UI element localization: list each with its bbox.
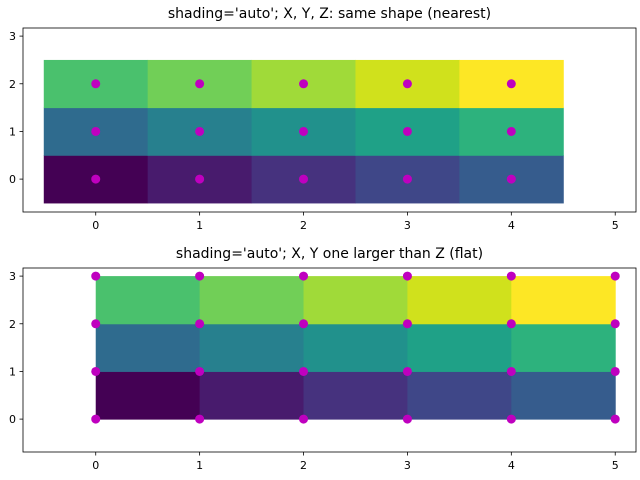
data-point <box>506 319 516 329</box>
data-point <box>610 414 620 424</box>
y-tick-label: 2 <box>9 318 16 331</box>
x-tick-label: 5 <box>612 219 619 232</box>
data-point <box>91 319 101 329</box>
data-point <box>195 319 205 329</box>
mesh-cell <box>303 276 408 325</box>
mesh-cell <box>407 371 512 420</box>
data-point <box>91 414 101 424</box>
axes-1: 0 1 2 3 4 5 0 1 2 3 shading='auto'; X, Y, Z: same … <box>9 6 637 232</box>
y-tick-label: 2 <box>9 78 16 91</box>
mesh-cell <box>199 323 305 372</box>
data-point <box>91 174 101 184</box>
axes-2: 0 1 2 3 4 5 0 1 2 3 shading='auto'; X, Y one large… <box>9 246 637 472</box>
data-point <box>299 366 309 376</box>
mesh-cell <box>95 276 201 325</box>
y-tick-label: 0 <box>9 413 16 426</box>
data-point <box>506 174 516 184</box>
mesh-cell <box>95 323 201 372</box>
mesh-cell <box>95 371 201 420</box>
y-tick-label: 3 <box>9 270 16 283</box>
data-point <box>195 126 205 136</box>
data-point <box>91 126 101 136</box>
data-point <box>91 271 101 281</box>
data-point <box>402 366 412 376</box>
data-point <box>195 271 205 281</box>
data-point <box>610 271 620 281</box>
mesh-cell <box>199 276 305 325</box>
data-point <box>195 174 205 184</box>
x-tick-label: 4 <box>508 219 515 232</box>
data-point <box>610 319 620 329</box>
data-point <box>402 414 412 424</box>
x-tick-label: 0 <box>92 459 99 472</box>
data-point <box>506 414 516 424</box>
y-tick-label: 0 <box>9 173 16 186</box>
data-point <box>610 366 620 376</box>
mesh-cell <box>511 371 616 420</box>
y-tick-label: 1 <box>9 365 16 378</box>
data-point <box>91 79 101 89</box>
data-point <box>195 366 205 376</box>
data-point <box>299 126 309 136</box>
x-tick-label: 1 <box>196 459 203 472</box>
data-point <box>506 126 516 136</box>
mesh-cell <box>199 371 305 420</box>
axes-title: shading='auto'; X, Y one larger than Z (… <box>176 246 483 262</box>
x-tick-label: 4 <box>508 459 515 472</box>
data-point <box>402 79 412 89</box>
data-point <box>299 319 309 329</box>
data-point <box>402 319 412 329</box>
data-point <box>402 126 412 136</box>
mesh-cell <box>407 276 512 325</box>
data-point <box>299 79 309 89</box>
mesh-cell <box>303 323 408 372</box>
x-tick-label: 1 <box>196 219 203 232</box>
y-tick-label: 1 <box>9 125 16 138</box>
axes-frame <box>22 27 637 213</box>
data-point <box>506 366 516 376</box>
mesh-cell <box>407 323 512 372</box>
data-point <box>402 271 412 281</box>
axes-title: shading='auto'; X, Y, Z: same shape (nea… <box>168 6 491 22</box>
mesh-cell <box>303 371 408 420</box>
x-tick-label: 3 <box>404 459 411 472</box>
data-point <box>195 414 205 424</box>
data-point <box>91 366 101 376</box>
mesh-cell <box>511 276 616 325</box>
x-tick-label: 5 <box>612 459 619 472</box>
x-tick-label: 3 <box>404 219 411 232</box>
x-tick-label: 2 <box>300 219 307 232</box>
data-point <box>299 271 309 281</box>
y-tick-label: 3 <box>9 30 16 43</box>
data-point <box>402 174 412 184</box>
data-point <box>195 79 205 89</box>
x-tick-label: 2 <box>300 459 307 472</box>
data-point <box>299 414 309 424</box>
axes-frame <box>22 267 637 453</box>
data-point <box>299 174 309 184</box>
data-point <box>506 79 516 89</box>
data-point <box>506 271 516 281</box>
mesh-cell <box>511 323 616 372</box>
x-tick-label: 0 <box>92 219 99 232</box>
